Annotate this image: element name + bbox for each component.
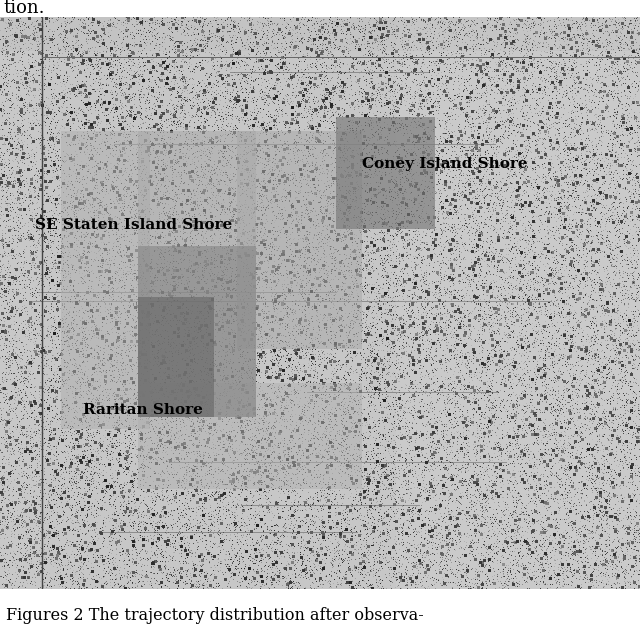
- Bar: [138, 383, 362, 489]
- Text: Figures 2 The trajectory distribution after observa-: Figures 2 The trajectory distribution af…: [6, 607, 424, 624]
- Text: tion.: tion.: [3, 0, 45, 16]
- Bar: [138, 131, 256, 418]
- Bar: [138, 297, 214, 418]
- Text: SE Staten Island Shore: SE Staten Island Shore: [35, 217, 232, 231]
- Text: Coney Island Shore: Coney Island Shore: [362, 157, 527, 171]
- Text: Raritan Shore: Raritan Shore: [83, 403, 203, 418]
- Bar: [237, 131, 362, 349]
- Bar: [336, 117, 435, 229]
- Bar: [138, 246, 256, 418]
- Bar: [61, 131, 150, 429]
